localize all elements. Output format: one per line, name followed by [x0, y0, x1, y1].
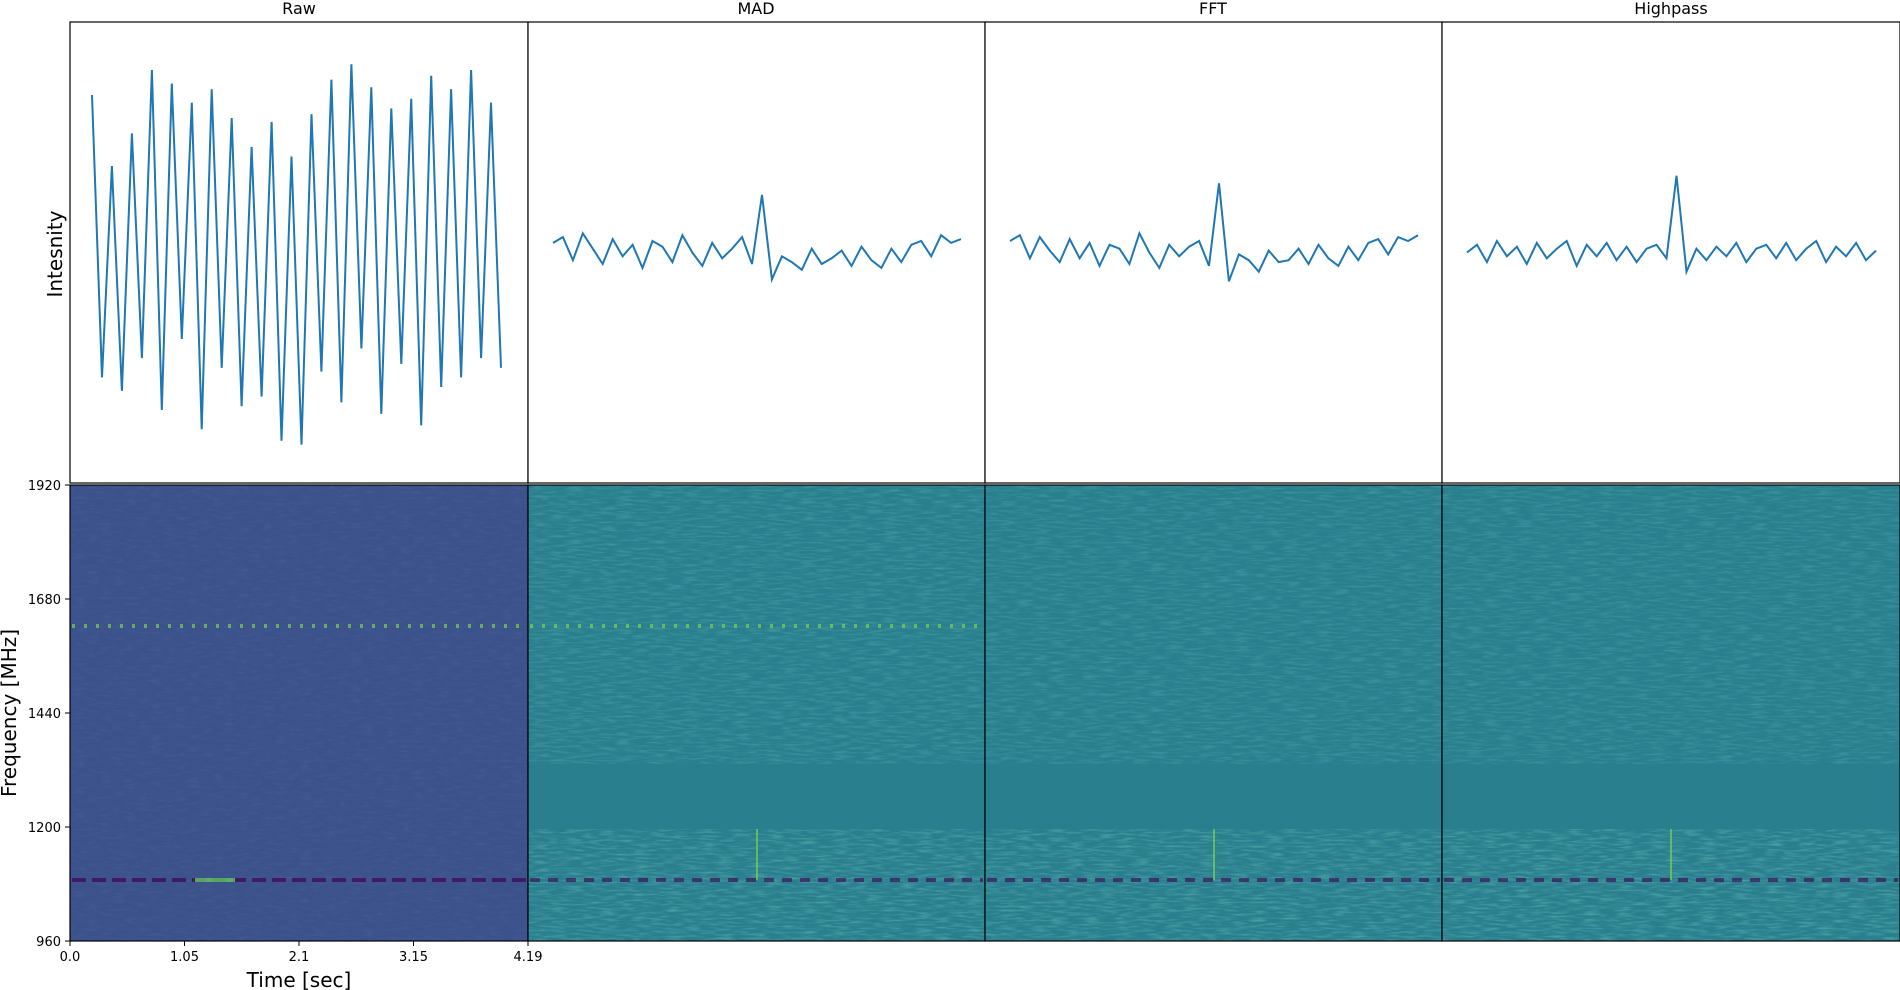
xtick-label: 3.15 [399, 950, 428, 965]
ytick-label: 1200 [28, 821, 61, 836]
ytick-label: 1440 [28, 707, 61, 722]
panel-title-highpass: Highpass [1634, 0, 1707, 18]
frequency-ticks: 960 1200 1440 1680 1920 [28, 479, 70, 950]
fft-series-panel [984, 21, 1443, 484]
highpass-series-line [1466, 175, 1877, 276]
ytick-label: 1920 [28, 479, 61, 494]
highpass-spectrogram [1441, 484, 1900, 942]
ytick-label: 960 [36, 935, 61, 950]
time-axis-label: Time [sec] [246, 968, 352, 990]
panel-title-fft: FFT [1199, 0, 1227, 18]
highpass-series-panel [1441, 21, 1900, 484]
time-ticks: 0.0 1.05 2.1 3.15 4.19 [60, 941, 543, 965]
xtick-label: 2.1 [289, 950, 310, 965]
fft-series-line [1009, 183, 1419, 282]
frequency-axis-label: Frequency [MHz] [0, 629, 21, 797]
fft-spectrogram [984, 484, 1443, 942]
xtick-label: 4.19 [514, 950, 543, 965]
ytick-label: 1680 [28, 593, 61, 608]
xtick-label: 0.0 [60, 950, 81, 965]
panel-title-raw: Raw [282, 0, 316, 18]
intensity-axis-label: Intesnity [43, 210, 67, 297]
mad-series-panel [527, 21, 986, 484]
raw-series-line [91, 64, 502, 445]
mad-spectrogram [527, 484, 986, 942]
panel-title-mad: MAD [737, 0, 774, 18]
mad-series-line [552, 194, 962, 284]
xtick-label: 1.05 [170, 950, 199, 965]
raw-series-panel [69, 21, 529, 484]
raw-spectrogram [69, 484, 529, 942]
